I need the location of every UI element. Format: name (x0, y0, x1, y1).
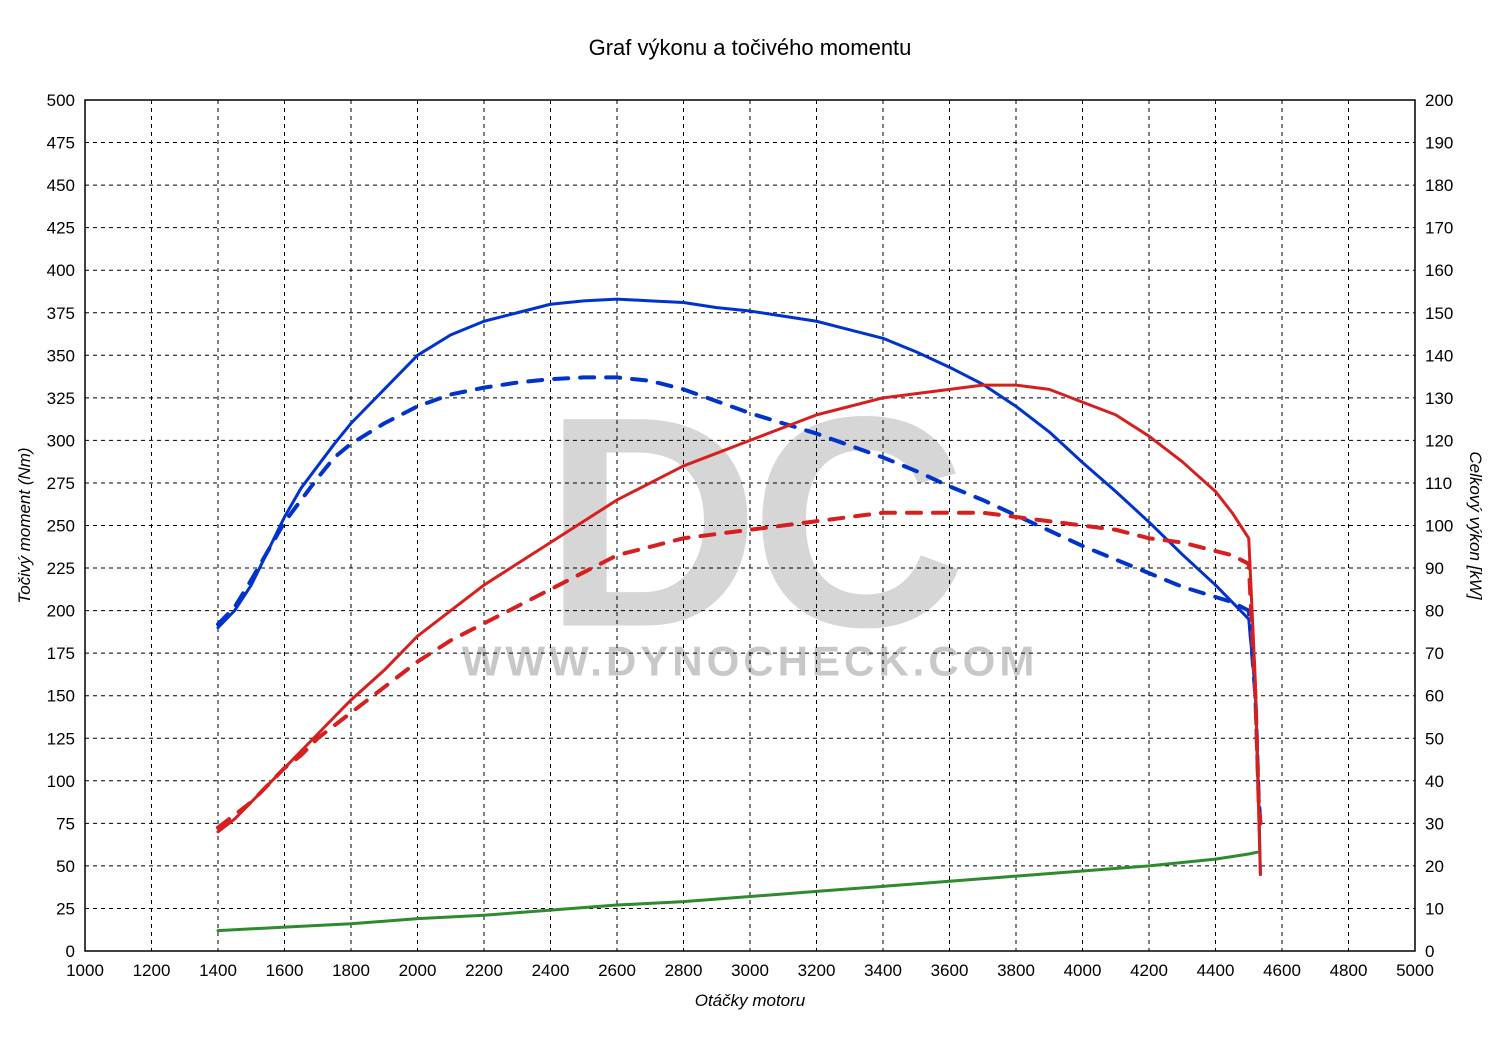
x-tick-label: 5000 (1396, 961, 1434, 980)
y-left-tick-label: 50 (56, 857, 75, 876)
x-tick-label: 3600 (931, 961, 969, 980)
y-right-tick-label: 120 (1425, 431, 1453, 450)
y-right-axis-label: Celkový výkon [kW] (1466, 451, 1485, 601)
y-right-tick-label: 140 (1425, 346, 1453, 365)
y-left-tick-label: 25 (56, 899, 75, 918)
chart-title: Graf výkonu a točivého momentu (589, 35, 912, 60)
y-left-tick-label: 400 (47, 261, 75, 280)
y-right-tick-label: 150 (1425, 304, 1453, 323)
x-tick-label: 2000 (399, 961, 437, 980)
y-right-tick-label: 80 (1425, 602, 1444, 621)
y-left-tick-label: 500 (47, 91, 75, 110)
y-left-tick-label: 175 (47, 644, 75, 663)
x-tick-label: 4200 (1130, 961, 1168, 980)
y-left-tick-label: 75 (56, 814, 75, 833)
y-right-tick-label: 100 (1425, 517, 1453, 536)
x-tick-label: 4000 (1064, 961, 1102, 980)
x-tick-label: 4600 (1263, 961, 1301, 980)
y-left-tick-label: 275 (47, 474, 75, 493)
y-right-tick-label: 160 (1425, 261, 1453, 280)
x-tick-label: 3000 (731, 961, 769, 980)
x-tick-label: 2800 (665, 961, 703, 980)
y-left-tick-label: 350 (47, 346, 75, 365)
x-tick-label: 3400 (864, 961, 902, 980)
y-left-tick-label: 250 (47, 517, 75, 536)
x-tick-label: 1400 (199, 961, 237, 980)
y-right-tick-label: 0 (1425, 942, 1434, 961)
y-left-tick-label: 200 (47, 602, 75, 621)
x-tick-label: 3200 (798, 961, 836, 980)
y-right-tick-label: 30 (1425, 814, 1444, 833)
y-right-tick-label: 60 (1425, 687, 1444, 706)
y-right-tick-label: 180 (1425, 176, 1453, 195)
y-left-tick-label: 225 (47, 559, 75, 578)
y-right-tick-label: 50 (1425, 729, 1444, 748)
y-left-tick-label: 425 (47, 219, 75, 238)
y-right-tick-label: 200 (1425, 91, 1453, 110)
x-tick-label: 2600 (598, 961, 636, 980)
y-left-tick-label: 375 (47, 304, 75, 323)
y-left-axis-label: Točivý moment (Nm) (15, 447, 34, 603)
y-right-tick-label: 70 (1425, 644, 1444, 663)
x-tick-label: 2200 (465, 961, 503, 980)
y-right-tick-label: 110 (1425, 474, 1452, 493)
y-left-tick-label: 0 (66, 942, 75, 961)
y-right-tick-label: 90 (1425, 559, 1444, 578)
x-tick-label: 4800 (1330, 961, 1368, 980)
y-right-tick-label: 20 (1425, 857, 1444, 876)
y-left-tick-label: 100 (47, 772, 75, 791)
y-left-tick-label: 125 (47, 729, 75, 748)
dyno-chart: Graf výkonu a točivého momentuDCWWW.DYNO… (0, 0, 1500, 1041)
y-right-tick-label: 10 (1425, 899, 1444, 918)
x-tick-label: 3800 (997, 961, 1035, 980)
x-tick-label: 1000 (66, 961, 104, 980)
y-right-tick-label: 170 (1425, 219, 1453, 238)
y-right-tick-label: 40 (1425, 772, 1444, 791)
x-axis-label: Otáčky motoru (695, 991, 806, 1010)
x-tick-label: 4400 (1197, 961, 1235, 980)
chart-svg: Graf výkonu a točivého momentuDCWWW.DYNO… (0, 0, 1500, 1041)
y-right-tick-label: 130 (1425, 389, 1453, 408)
x-tick-label: 2400 (532, 961, 570, 980)
y-left-tick-label: 325 (47, 389, 75, 408)
x-tick-label: 1200 (133, 961, 171, 980)
x-tick-label: 1800 (332, 961, 370, 980)
y-left-tick-label: 300 (47, 431, 75, 450)
y-left-tick-label: 450 (47, 176, 75, 195)
y-left-tick-label: 475 (47, 134, 75, 153)
y-right-tick-label: 190 (1425, 134, 1453, 153)
y-left-tick-label: 150 (47, 687, 75, 706)
x-tick-label: 1600 (266, 961, 304, 980)
